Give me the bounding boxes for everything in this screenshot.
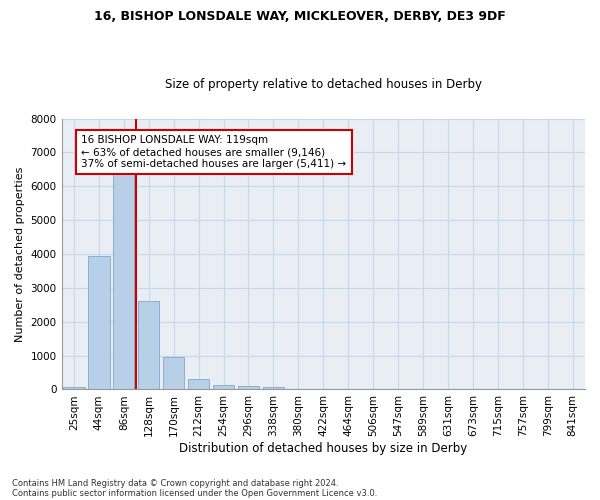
Bar <box>138 302 160 390</box>
Text: 16, BISHOP LONSDALE WAY, MICKLEOVER, DERBY, DE3 9DF: 16, BISHOP LONSDALE WAY, MICKLEOVER, DER… <box>94 10 506 23</box>
X-axis label: Distribution of detached houses by size in Derby: Distribution of detached houses by size … <box>179 442 467 455</box>
Bar <box>263 386 284 390</box>
Bar <box>64 387 85 390</box>
Title: Size of property relative to detached houses in Derby: Size of property relative to detached ho… <box>165 78 482 91</box>
Bar <box>113 168 134 390</box>
Text: 16 BISHOP LONSDALE WAY: 119sqm
← 63% of detached houses are smaller (9,146)
37% : 16 BISHOP LONSDALE WAY: 119sqm ← 63% of … <box>82 136 347 168</box>
Y-axis label: Number of detached properties: Number of detached properties <box>15 166 25 342</box>
Bar <box>163 358 184 390</box>
Bar <box>88 256 110 390</box>
Bar <box>188 379 209 390</box>
Bar <box>238 386 259 390</box>
Bar <box>213 385 234 390</box>
Text: Contains public sector information licensed under the Open Government Licence v3: Contains public sector information licen… <box>12 488 377 498</box>
Text: Contains HM Land Registry data © Crown copyright and database right 2024.: Contains HM Land Registry data © Crown c… <box>12 478 338 488</box>
